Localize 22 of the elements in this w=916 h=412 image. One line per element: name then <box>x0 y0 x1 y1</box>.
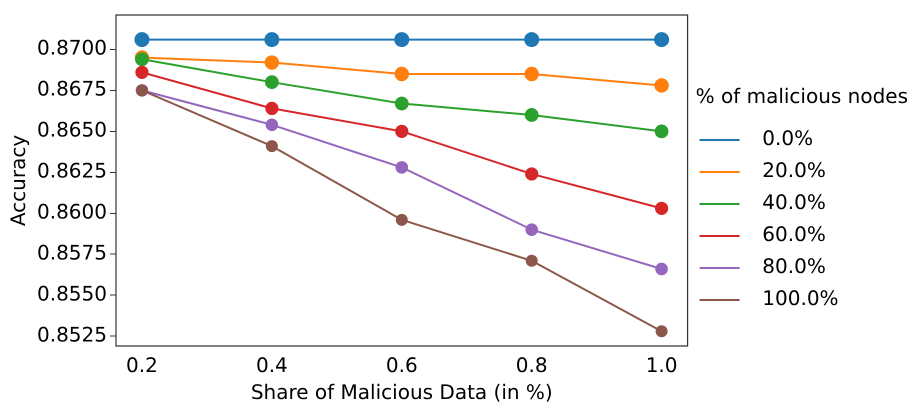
x-tick-label: 1.0 <box>646 353 678 378</box>
legend-label: 80.0% <box>750 254 826 278</box>
y-tick-label: 0.8675 <box>36 76 107 101</box>
y-tick-label: 0.8650 <box>36 118 107 142</box>
legend-label: 100.0% <box>750 286 839 310</box>
x-axis-title: Share of Malicious Data (in %) <box>250 380 553 404</box>
legend-label: 40.0% <box>750 190 826 214</box>
y-axis-title: Accuracy <box>6 134 30 226</box>
legend-title: % of malicious nodes <box>696 84 908 108</box>
legend-label: 20.0% <box>750 158 826 182</box>
legend-label: 0.0% <box>750 126 814 150</box>
y-tick-label: 0.8525 <box>36 322 107 346</box>
y-tick-label: 0.8600 <box>36 199 107 224</box>
y-tick-label: 0.8550 <box>36 281 107 306</box>
x-tick-label: 0.8 <box>516 353 548 378</box>
legend-label: 60.0% <box>750 222 826 246</box>
x-tick-label: 0.6 <box>386 353 418 378</box>
y-tick-label: 0.8625 <box>36 158 107 183</box>
y-tick-label: 0.8575 <box>36 240 107 264</box>
x-tick-label: 0.2 <box>126 353 158 378</box>
y-tick-label: 0.8700 <box>36 36 107 60</box>
x-tick-label: 0.4 <box>256 353 288 378</box>
